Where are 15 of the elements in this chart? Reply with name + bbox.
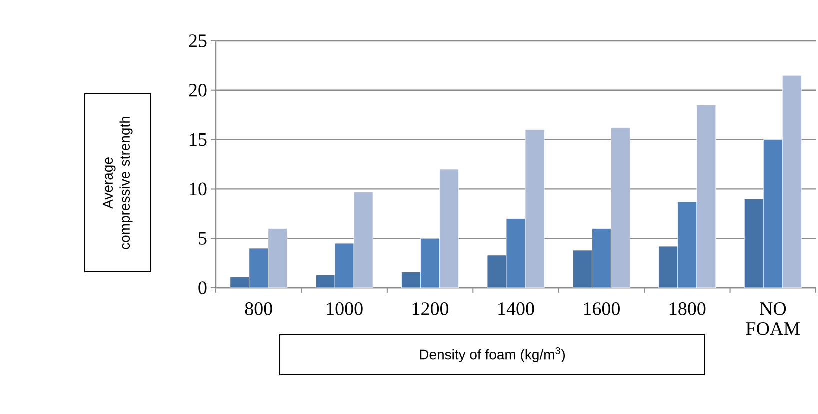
x-tick-label: 1200 [412,302,449,316]
x-tick-label: 1600 [584,302,620,316]
y-tick-label: 20 [189,84,207,97]
x-tick-label: 1400 [498,302,534,316]
y-tick-label: 10 [190,182,207,196]
x-tick-label: 1800 [670,302,706,316]
y-tick-label: 0 [198,282,207,294]
y-axis-title: Average compressive strength [103,116,133,250]
y-tick-label: 25 [189,34,207,48]
x-tick-label: NO FOAM [746,302,800,336]
x-axis-title: Density of foam (kg/m$^{3}$) [420,348,566,362]
x-tick-label: 800 [245,302,272,316]
y-tick-label: 5 [199,232,207,245]
x-tick-label: 1000 [327,302,363,316]
y-tick-label: 15 [190,133,207,146]
